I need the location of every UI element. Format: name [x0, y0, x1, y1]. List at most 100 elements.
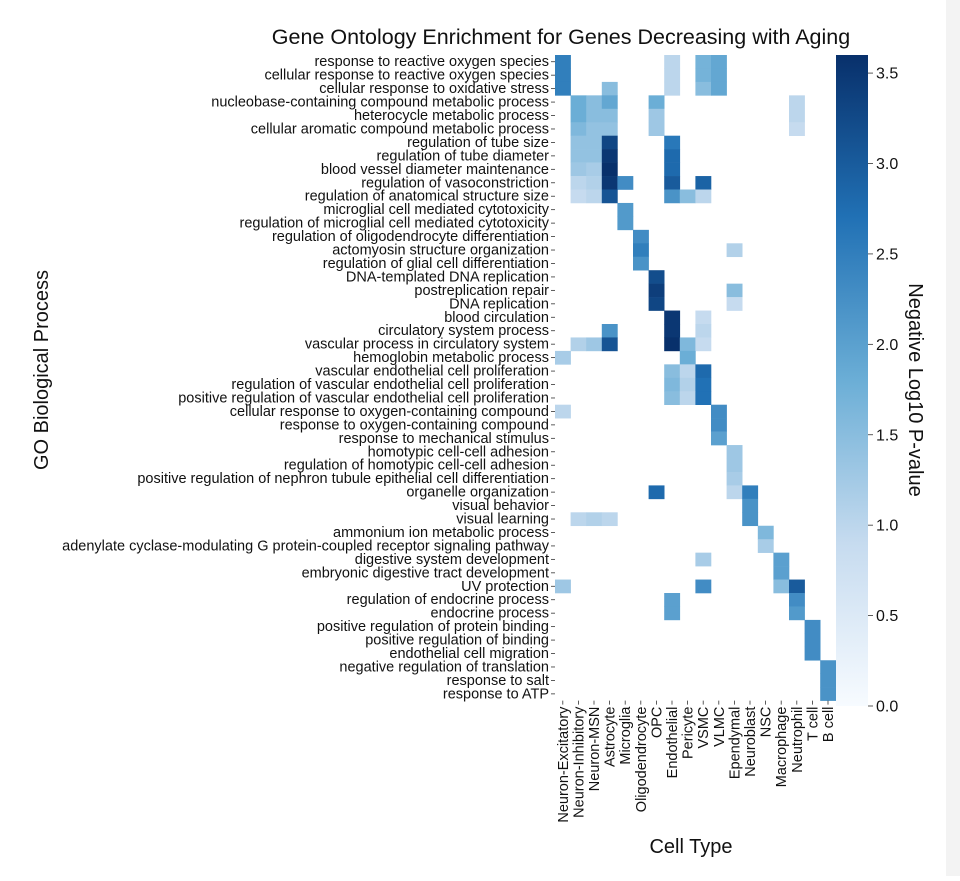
column-label: Neuron-Inhibitory — [571, 706, 587, 818]
heatmap-cell — [601, 189, 618, 204]
row-label: response to reactive oxygen species — [314, 54, 549, 70]
heatmap-cell — [820, 673, 837, 688]
heatmap-cell — [679, 189, 696, 204]
heatmap-cell — [555, 81, 571, 96]
row-label: regulation of glial cell differentiation — [323, 256, 549, 272]
row-label: positive regulation of protein binding — [317, 619, 549, 635]
row-label: response to salt — [447, 673, 549, 689]
heatmap-cell — [789, 108, 805, 123]
heatmap-cell — [633, 229, 649, 244]
column-label: Ependymal — [727, 707, 743, 780]
heatmap-cell — [648, 297, 665, 311]
row-label: regulation of tube size — [407, 135, 549, 151]
heatmap-cell — [679, 337, 696, 352]
heatmap-cell — [726, 243, 743, 258]
column-labels: Neuron-Excitatory Neuron-Inhibitory Neuron… — [556, 700, 837, 823]
colorbar: 3.5 3.0 2.5 2.0 1.5 1.0 0.5 0.0 — [836, 55, 898, 716]
row-label: response to mechanical stimulus — [339, 431, 549, 447]
heatmap-cell — [773, 566, 790, 580]
row-label: vascular process in circulatory system — [305, 337, 549, 353]
heatmap-cell — [586, 149, 603, 163]
heatmap-cell — [664, 162, 681, 177]
heatmap-cell — [601, 135, 618, 150]
row-label: UV protection — [461, 579, 549, 595]
heatmap-cell — [648, 283, 665, 298]
heatmap-cell — [742, 485, 759, 500]
heatmap-cell — [601, 337, 618, 352]
heatmap-cell — [695, 310, 712, 325]
heatmap-cell — [601, 122, 618, 136]
heatmap-cell — [726, 445, 743, 459]
heatmap-cell — [555, 55, 571, 69]
heatmap-cell — [586, 162, 603, 177]
heatmap-cell — [555, 404, 571, 419]
x-axis-label: Cell Type — [649, 836, 732, 858]
row-labels: response to reactive oxygen species cellu… — [62, 54, 555, 702]
heatmap-cell — [664, 377, 681, 392]
row-label: DNA-templated DNA replication — [346, 269, 549, 285]
row-label: endothelial cell migration — [389, 646, 549, 662]
heatmap-cell — [664, 391, 681, 405]
row-label: regulation of microglial cell mediated c… — [240, 216, 550, 232]
row-label: homotypic cell-cell adhesion — [368, 444, 549, 460]
heatmap-cell — [586, 337, 603, 352]
chart-title: Gene Ontology Enrichment for Genes Decre… — [272, 25, 850, 49]
heatmap-cell — [586, 95, 603, 110]
heatmap-cell — [711, 55, 727, 69]
heatmap-cell — [601, 108, 618, 123]
heatmap-cell — [586, 176, 603, 190]
heatmap-cell — [695, 391, 712, 405]
heatmap-cell — [711, 431, 727, 446]
heatmap-cell — [695, 337, 712, 352]
heatmap-cell — [695, 579, 712, 594]
column-label: Neuron-Excitatory — [556, 706, 572, 823]
heatmap-cell — [789, 95, 805, 110]
row-label: heterocycle metabolic process — [354, 108, 549, 124]
row-label: response to ATP — [443, 686, 549, 702]
heatmap-cell — [664, 81, 681, 96]
heatmap-cell — [726, 471, 743, 486]
heatmap-cell — [695, 81, 712, 96]
heatmap-cell — [679, 391, 696, 405]
heatmap-cell — [757, 539, 774, 553]
heatmap-cell — [664, 364, 681, 379]
row-label: microglial cell mediated cytotoxicity — [323, 202, 549, 218]
heatmap-cell — [726, 283, 743, 298]
heatmap-cell — [726, 485, 743, 500]
colorbar-tick-label: 1.0 — [876, 518, 898, 535]
colorbar-gradient — [836, 55, 868, 706]
heatmap-cell — [601, 81, 618, 96]
column-label: NSC — [759, 707, 775, 738]
heatmap-cell — [601, 95, 618, 110]
heatmap-cell — [648, 485, 665, 500]
heatmap-cell — [664, 189, 681, 204]
heatmap-cell — [773, 579, 790, 594]
colorbar-tick-label: 3.5 — [876, 66, 898, 83]
column-label: Pericyte — [681, 707, 697, 759]
heatmap-cell — [570, 135, 587, 150]
column-label: Endothelial — [665, 707, 681, 779]
colorbar-tick-label: 0.5 — [876, 608, 898, 625]
column-label: Neutrophil — [790, 707, 806, 773]
heatmap-cell — [586, 108, 603, 123]
heatmap-cell — [804, 619, 821, 634]
heatmap-cell — [601, 512, 618, 527]
heatmap-cell — [742, 498, 759, 513]
heatmap-cell — [789, 579, 805, 594]
heatmap-cell — [570, 162, 587, 177]
column-label: Oligodendrocyte — [634, 707, 650, 813]
heatmap-cell — [711, 418, 727, 432]
heatmap-cell — [726, 297, 743, 311]
heatmap-cell — [742, 512, 759, 527]
row-label: cellular aromatic compound metabolic pro… — [251, 121, 549, 137]
heatmap-cell — [555, 579, 571, 594]
row-label: endocrine process — [431, 606, 550, 622]
colorbar-label: Negative Log10 P-value — [904, 283, 926, 496]
row-label: embryonic digestive tract development — [302, 565, 549, 581]
row-label: visual learning — [456, 512, 549, 528]
y-axis-label: GO Biological Process — [31, 270, 53, 470]
heatmap-cell — [570, 95, 587, 110]
column-label: Astrocyte — [603, 707, 619, 767]
row-label: positive regulation of nephron tubule ep… — [137, 471, 549, 487]
